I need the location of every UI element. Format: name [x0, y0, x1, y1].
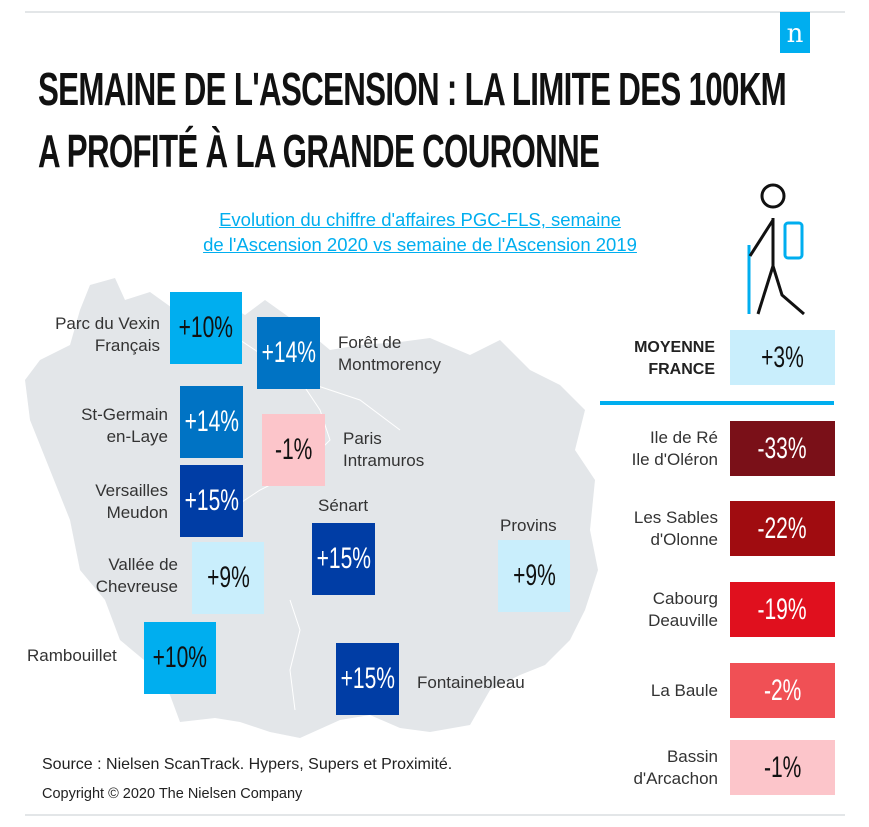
value-box-versailles: +15%	[180, 465, 243, 537]
section-divider	[600, 401, 834, 405]
label-provins: Provins	[500, 516, 557, 535]
value-box-sables-olonne: -22%	[730, 501, 835, 556]
label-moyenne-france: MOYENNE FRANCE	[634, 339, 715, 378]
label-cabourg-deauville: Cabourg Deauville	[648, 589, 718, 630]
value-box-provins: +9%	[498, 540, 570, 612]
label-chevreuse: Vallée de Chevreuse	[95, 555, 178, 596]
bottom-divider	[25, 814, 845, 816]
subtitle-link[interactable]: Evolution du chiffre d'affaires PGC-FLS,…	[140, 207, 700, 257]
value-box-st-germain: +14%	[180, 386, 243, 458]
value-box-senart: +15%	[312, 523, 375, 595]
value-box-fontainebleau: +15%	[336, 643, 399, 715]
title-line-1: SEMAINE DE L'ASCENSION : LA LIMITE DES 1…	[38, 63, 787, 115]
label-sables-olonne: Les Sables d'Olonne	[633, 508, 718, 549]
label-senart: Sénart	[318, 496, 369, 515]
value-box-montmorency: +14%	[257, 317, 320, 389]
label-fontainebleau: Fontainebleau	[417, 673, 525, 692]
value-box-la-baule: -2%	[730, 663, 835, 718]
copyright-note: Copyright © 2020 The Nielsen Company	[42, 786, 303, 802]
title-line-2: A PROFITÉ À LA GRANDE COURONNE	[38, 125, 600, 177]
subtitle-line-2: de l'Ascension 2020 vs semaine de l'Asce…	[203, 234, 637, 255]
value-box-cabourg-deauville: -19%	[730, 582, 835, 637]
label-vexin: Parc du Vexin Français	[55, 314, 160, 355]
label-arcachon: Bassin d'Arcachon	[633, 747, 718, 788]
nielsen-logo: n	[780, 12, 810, 53]
label-rambouillet: Rambouillet	[27, 646, 117, 665]
value-box-arcachon: -1%	[730, 740, 835, 795]
top-divider	[25, 11, 845, 13]
value-box-paris: -1%	[262, 414, 325, 486]
label-la-baule: La Baule	[650, 681, 718, 700]
value-box-moyenne-france: +3%	[730, 330, 835, 385]
label-re-oleron: Ile de Ré Ile d'Oléron	[631, 428, 718, 469]
subtitle-line-1: Evolution du chiffre d'affaires PGC-FLS,…	[219, 209, 621, 230]
label-paris: Paris Intramuros	[343, 429, 425, 470]
label-montmorency: Forêt de Montmorency	[338, 333, 441, 374]
value-box-vexin: +10%	[170, 292, 242, 364]
value-box-chevreuse: +9%	[192, 542, 264, 614]
value-box-rambouillet: +10%	[144, 622, 216, 694]
label-versailles: Versailles Meudon	[95, 481, 168, 522]
value-box-re-oleron: -33%	[730, 421, 835, 476]
label-st-germain: St-Germain en-Laye	[81, 405, 168, 446]
hiker-icon	[747, 183, 805, 316]
source-note: Source : Nielsen ScanTrack. Hypers, Supe…	[42, 756, 453, 773]
